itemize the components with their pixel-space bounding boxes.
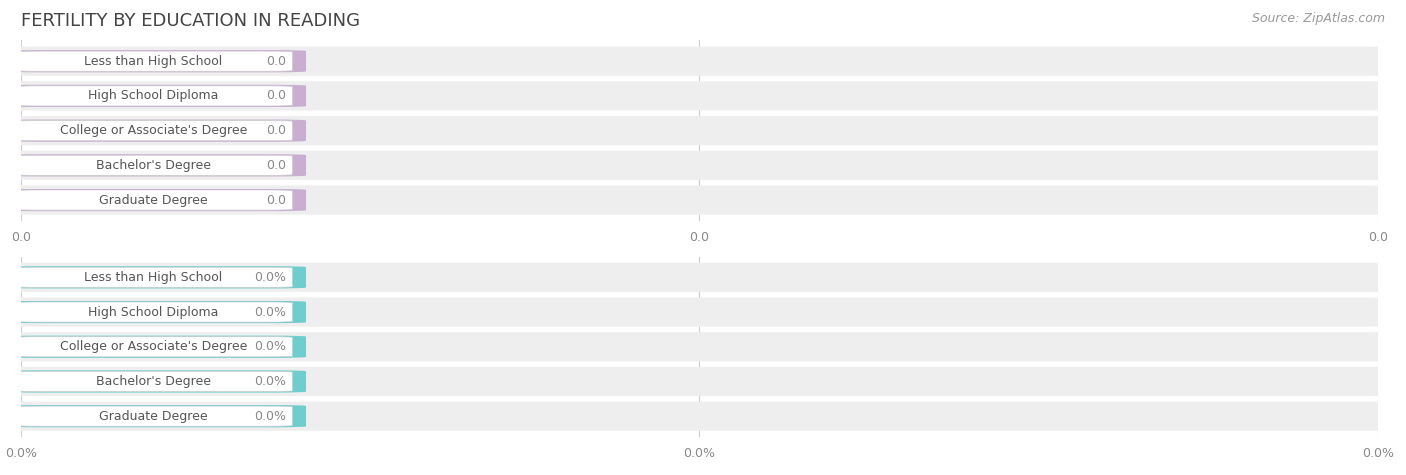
Text: Less than High School: Less than High School [84, 271, 222, 284]
Text: High School Diploma: High School Diploma [89, 305, 218, 319]
Text: 0.0%: 0.0% [253, 271, 285, 284]
FancyBboxPatch shape [14, 190, 292, 210]
Text: Less than High School: Less than High School [84, 55, 222, 68]
Text: Source: ZipAtlas.com: Source: ZipAtlas.com [1251, 12, 1385, 25]
FancyBboxPatch shape [14, 51, 292, 71]
FancyBboxPatch shape [14, 86, 292, 106]
FancyBboxPatch shape [0, 401, 1405, 431]
FancyBboxPatch shape [0, 332, 1405, 361]
FancyBboxPatch shape [14, 371, 292, 391]
Text: 0.0: 0.0 [266, 193, 285, 207]
Text: Graduate Degree: Graduate Degree [98, 409, 208, 423]
FancyBboxPatch shape [14, 337, 292, 357]
FancyBboxPatch shape [0, 81, 1405, 111]
FancyBboxPatch shape [0, 263, 1405, 292]
FancyBboxPatch shape [0, 367, 1405, 396]
Text: 0.0: 0.0 [266, 55, 285, 68]
FancyBboxPatch shape [0, 151, 1405, 180]
Text: 0.0%: 0.0% [253, 409, 285, 423]
Text: 0.0: 0.0 [266, 89, 285, 103]
FancyBboxPatch shape [7, 336, 307, 358]
Text: College or Associate's Degree: College or Associate's Degree [59, 340, 247, 353]
Text: 0.0%: 0.0% [253, 375, 285, 388]
FancyBboxPatch shape [7, 266, 307, 288]
FancyBboxPatch shape [14, 267, 292, 287]
FancyBboxPatch shape [7, 189, 307, 211]
Text: 0.0%: 0.0% [253, 305, 285, 319]
FancyBboxPatch shape [7, 370, 307, 392]
Text: FERTILITY BY EDUCATION IN READING: FERTILITY BY EDUCATION IN READING [21, 12, 360, 30]
FancyBboxPatch shape [14, 302, 292, 322]
FancyBboxPatch shape [0, 116, 1405, 145]
FancyBboxPatch shape [14, 155, 292, 175]
FancyBboxPatch shape [7, 50, 307, 72]
FancyBboxPatch shape [7, 85, 307, 107]
FancyBboxPatch shape [7, 405, 307, 428]
FancyBboxPatch shape [0, 297, 1405, 327]
FancyBboxPatch shape [7, 120, 307, 142]
FancyBboxPatch shape [7, 154, 307, 176]
Text: Graduate Degree: Graduate Degree [98, 193, 208, 207]
Text: College or Associate's Degree: College or Associate's Degree [59, 124, 247, 137]
FancyBboxPatch shape [0, 185, 1405, 215]
Text: 0.0: 0.0 [266, 124, 285, 137]
FancyBboxPatch shape [7, 301, 307, 323]
FancyBboxPatch shape [14, 406, 292, 426]
Text: Bachelor's Degree: Bachelor's Degree [96, 159, 211, 172]
Text: 0.0: 0.0 [266, 159, 285, 172]
Text: Bachelor's Degree: Bachelor's Degree [96, 375, 211, 388]
FancyBboxPatch shape [0, 47, 1405, 76]
FancyBboxPatch shape [14, 121, 292, 141]
Text: High School Diploma: High School Diploma [89, 89, 218, 103]
Text: 0.0%: 0.0% [253, 340, 285, 353]
